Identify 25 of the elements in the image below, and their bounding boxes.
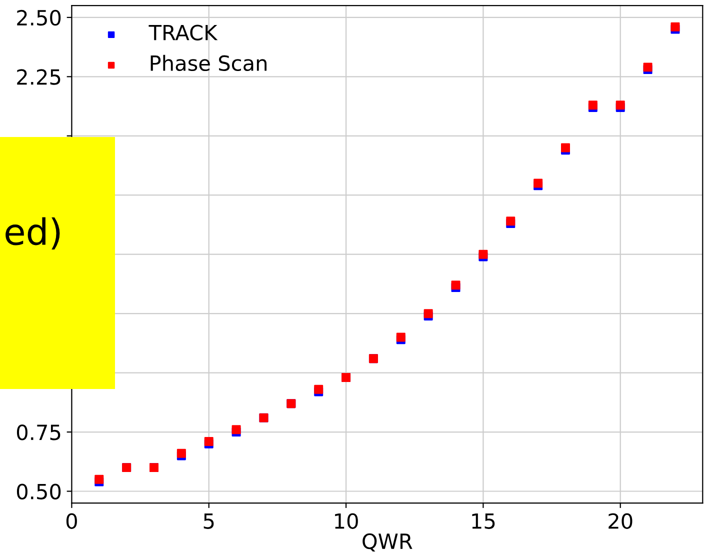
x-tick-label: 15 xyxy=(472,513,495,529)
point xyxy=(643,62,652,72)
x-tick-label: 5 xyxy=(204,513,214,529)
x-tick-label: 10 xyxy=(335,513,358,529)
y-tick-label: 2.50 xyxy=(17,10,61,26)
point xyxy=(670,22,680,32)
point xyxy=(94,474,104,484)
y-tick-label: 2.25 xyxy=(17,69,60,85)
point xyxy=(534,178,543,188)
x-axis-title: QWR xyxy=(362,533,412,552)
point xyxy=(560,143,570,152)
point xyxy=(506,216,516,226)
text: ed) xyxy=(6,217,60,250)
point xyxy=(396,332,406,342)
x-tick-label: 0 xyxy=(66,513,77,529)
x-tick-label: 20 xyxy=(608,513,632,529)
point xyxy=(176,448,186,458)
legend-label: TRACK xyxy=(148,24,218,40)
point xyxy=(314,384,324,394)
legend-label: Phase Scan xyxy=(150,54,266,72)
point xyxy=(478,250,488,259)
point xyxy=(451,280,460,290)
point xyxy=(232,425,241,434)
y-tick-label: 0.50 xyxy=(16,484,61,500)
y-tick-label: 0.75 xyxy=(16,424,60,440)
